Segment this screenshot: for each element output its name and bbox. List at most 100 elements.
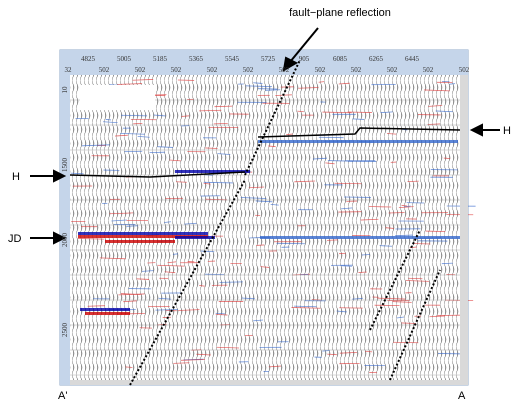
horizon-h-left	[69, 171, 246, 178]
fault-line	[389, 269, 441, 381]
scrollbar[interactable]	[460, 75, 468, 385]
streak	[407, 180, 419, 183]
streak	[137, 135, 150, 138]
streak	[136, 278, 150, 280]
streak	[200, 250, 215, 253]
streak	[393, 341, 419, 344]
streak	[412, 243, 431, 245]
streak	[181, 115, 190, 117]
fault-label: fault−plane reflection	[289, 7, 391, 19]
streak	[401, 322, 417, 324]
trace-label: 5005	[117, 55, 132, 63]
streak	[240, 197, 267, 199]
section-end-label: A'	[58, 390, 67, 402]
offset-label: 502	[99, 66, 110, 74]
streak	[205, 198, 227, 201]
streak	[358, 271, 367, 273]
offset-label: 502	[315, 66, 326, 74]
horizons	[69, 127, 461, 178]
streak	[298, 87, 319, 89]
strong-reflection	[105, 240, 175, 243]
strong-reflection	[80, 308, 130, 311]
strong-reflection	[78, 232, 208, 235]
streak	[120, 114, 148, 117]
streak	[155, 309, 178, 311]
streak	[125, 366, 133, 368]
streak	[268, 145, 276, 148]
streak	[405, 280, 429, 282]
fault-line	[244, 59, 301, 176]
offset-label: 502	[423, 66, 434, 74]
streak	[377, 297, 406, 300]
offset-label: 502	[207, 66, 218, 74]
streak	[294, 180, 316, 183]
streak	[428, 105, 443, 107]
streak	[347, 111, 372, 113]
section-end-label: A	[458, 390, 466, 402]
streak	[158, 297, 172, 300]
streak	[132, 79, 154, 81]
left-axis-bar	[60, 75, 70, 385]
streak	[87, 305, 106, 307]
streak	[338, 82, 350, 85]
streak	[322, 350, 330, 352]
offset-label: 502	[243, 66, 254, 74]
streak	[253, 319, 264, 322]
streak	[215, 313, 228, 316]
horizon-label: H	[12, 171, 20, 183]
streak	[327, 239, 338, 241]
strong-reflection	[260, 236, 460, 239]
fault-line	[129, 179, 246, 386]
offset-label: 502	[459, 66, 470, 74]
offset-label: 502	[171, 66, 182, 74]
streak	[403, 205, 411, 208]
streak	[318, 81, 325, 83]
streak	[368, 206, 392, 208]
time-label: 10	[61, 86, 69, 94]
seismic-traces	[70, 75, 460, 380]
trace-label: 5185	[153, 55, 168, 63]
streak	[424, 89, 450, 92]
streak	[141, 270, 154, 272]
streak	[386, 133, 397, 135]
streak	[286, 133, 293, 136]
streak	[339, 351, 357, 354]
streak	[217, 153, 231, 155]
streak	[352, 298, 363, 300]
strong-reflection	[175, 236, 215, 239]
streak	[398, 206, 414, 209]
streak	[203, 182, 211, 185]
arrow-head	[53, 169, 67, 183]
streak	[325, 162, 335, 165]
streak	[81, 144, 110, 147]
streak	[449, 83, 456, 85]
streak	[297, 110, 304, 113]
streak	[360, 218, 379, 221]
h-scrollbar[interactable]	[70, 380, 460, 385]
streak	[327, 353, 337, 356]
streak	[120, 293, 141, 295]
streak	[167, 261, 177, 264]
arrow-head	[469, 123, 483, 137]
streak	[204, 273, 225, 276]
streak	[120, 132, 145, 135]
strong-reflection	[78, 235, 208, 238]
streak	[380, 111, 393, 114]
streak	[291, 307, 321, 309]
streak	[312, 157, 327, 160]
streak	[169, 159, 181, 162]
streak	[341, 265, 353, 267]
streak	[427, 123, 441, 125]
offset-label: 502	[279, 66, 290, 74]
arrow-head	[53, 231, 67, 245]
streak	[365, 350, 373, 353]
streak	[180, 359, 205, 361]
streak	[203, 181, 234, 184]
streak	[441, 262, 454, 265]
streak	[164, 221, 171, 223]
streak	[270, 203, 279, 206]
blank-box	[80, 85, 155, 110]
streak	[253, 82, 263, 84]
streak	[117, 83, 143, 85]
